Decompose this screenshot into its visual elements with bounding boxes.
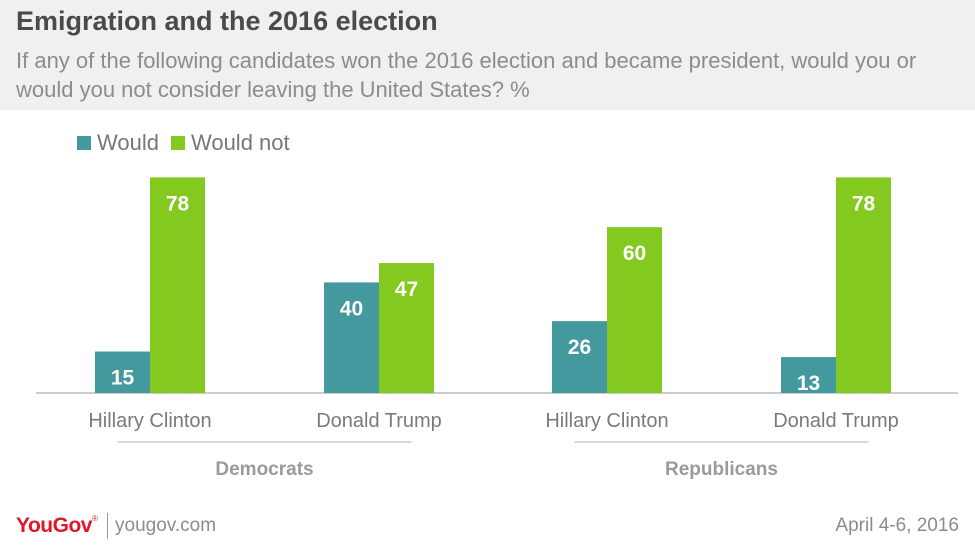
footer-site: yougov.com (115, 515, 217, 536)
data-label-would-not: 60 (623, 242, 646, 265)
legend: Would Would not (77, 130, 302, 156)
data-label-would: 40 (340, 297, 363, 320)
bar-would-not (607, 227, 662, 393)
data-label-would-not: 78 (166, 192, 190, 215)
legend-swatch-would (77, 136, 91, 150)
legend-label-would: Would (97, 130, 159, 155)
data-label-would-not: 78 (852, 192, 876, 215)
data-label-would-not: 47 (395, 278, 418, 301)
data-label-would: 13 (797, 372, 820, 395)
footer-date: April 4-6, 2016 (835, 515, 959, 536)
category-label: Hillary Clinton (545, 410, 668, 432)
bar-would (552, 321, 607, 393)
bar-would (324, 282, 379, 393)
legend-swatch-would-not (170, 136, 185, 150)
category-label: Donald Trump (316, 410, 442, 432)
logo-text: YouGov (16, 514, 92, 537)
group-label: Republicans (665, 459, 778, 480)
data-label-would: 15 (111, 367, 135, 390)
legend-label-would-not: Would not (190, 130, 290, 155)
category-label: Hillary Clinton (88, 410, 211, 432)
bar-would (95, 351, 150, 393)
logo-registered-mark: ® (91, 514, 98, 523)
bar-would-not (150, 177, 205, 393)
chart-subtitle: If any of the following candidates won t… (16, 48, 917, 102)
chart-header: Emigration and the 2016 election If any … (0, 0, 975, 110)
chart-title: Emigration and the 2016 election (16, 6, 438, 36)
legend-item-would-not: Would not (170, 130, 290, 156)
bar-would (781, 357, 836, 393)
legend-item-would: Would (77, 130, 159, 156)
data-label-would: 26 (568, 336, 591, 359)
footer-divider (107, 513, 108, 539)
category-label: Donald Trump (773, 410, 899, 432)
bar-would-not (379, 263, 434, 393)
group-label: Democrats (215, 459, 313, 480)
yougov-logo: YouGov® (16, 514, 98, 538)
bar-chart: 15 78 Hillary Clinton 40 47 Donald Trump 26 60 H… (36, 177, 958, 480)
bar-would-not (836, 177, 891, 393)
